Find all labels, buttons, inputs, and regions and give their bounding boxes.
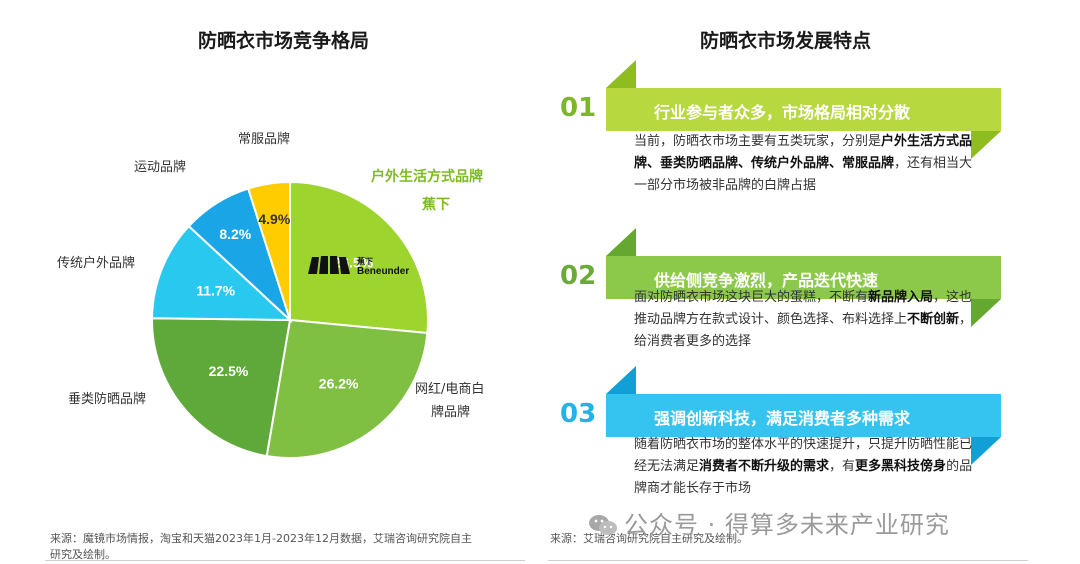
right-source: 来源：艾瑞咨询研究院自主研究及绘制。 <box>550 532 748 545</box>
logo-en: Beneunder <box>357 266 409 277</box>
label-outdoor-lifestyle: 户外生活方式品牌 <box>371 169 483 185</box>
feature-banner-1 <box>606 60 1001 159</box>
pie-slice-1 <box>265 318 429 459</box>
pie-value-label-3: 11.7% <box>196 282 235 298</box>
label-jiaoxia: 蕉下 <box>422 197 450 213</box>
feature-number-3: 03 <box>560 399 597 429</box>
left-source-line-1: 来源：魔镜市场情报，淘宝和天猫2023年1月-2023年12月数据，艾瑞咨询研究… <box>50 532 472 545</box>
label-traditional: 传统户外品牌 <box>57 256 136 271</box>
label-online-white: 网红/电商白 <box>415 382 485 397</box>
feature-title-3: 强调创新科技，满足消费者多种需求 <box>654 409 911 428</box>
pie-value-label-2: 22.5% <box>209 363 249 379</box>
wechat-icon <box>589 515 617 535</box>
feature-number-1: 01 <box>560 93 597 123</box>
pie-slice-2 <box>151 317 292 458</box>
pie-slice-3 <box>150 224 293 322</box>
pie-slice-0 <box>289 180 429 335</box>
pie-chart: 26.5%26.2%22.5%11.7%8.2%4.9% 蕉下 Beneunde… <box>150 180 429 459</box>
feature-title-1: 行业参与者众多，市场格局相对分散 <box>654 103 911 122</box>
feature-banner-2 <box>606 228 1001 327</box>
feature-title-2: 供给侧竞争激烈，产品迭代快速 <box>654 271 879 290</box>
features-title: 防晒衣市场发展特点 <box>700 30 872 52</box>
feature-desc-2: 面对防晒衣市场这块巨大的蛋糕，不断有新品牌入局，这也推动品牌方在款式设计、颜色选… <box>634 290 973 349</box>
watermark: 公众号 · 得算多未来产业研究 <box>588 505 950 540</box>
feature-desc-1: 当前，防晒衣市场主要有五类玩家，分别是户外生活方式品牌、垂类防晒品牌、传统户外品… <box>634 134 973 193</box>
pie-slice-5 <box>246 180 291 321</box>
feature-desc-3: 随着防晒衣市场的整体水平的快速提升，只提升防晒性能已经无法满足消费者不断升级的需… <box>634 437 973 496</box>
pie-value-label-1: 26.2% <box>319 376 359 392</box>
feature-number-2: 02 <box>560 261 597 291</box>
beneunder-logo: 蕉下 Beneunder <box>308 256 409 277</box>
pie-value-label-4: 8.2% <box>219 226 251 242</box>
logo-cn: 蕉下 <box>357 256 373 266</box>
label-casual: 常服品牌 <box>238 132 291 147</box>
label-vertical: 垂类防晒品牌 <box>68 392 147 407</box>
feature-banner-3 <box>606 366 1001 465</box>
left-divider <box>45 560 525 561</box>
right-divider <box>548 560 1028 561</box>
left-source-line-2: 研究及绘制。 <box>50 548 116 561</box>
watermark-text: 公众号 · 得算多未来产业研究 <box>624 511 950 539</box>
pie-value-label-5: 4.9% <box>258 211 290 227</box>
chart-title: 防晒衣市场竞争格局 <box>198 30 370 52</box>
label-sports: 运动品牌 <box>134 160 187 175</box>
left-source: 来源：魔镜市场情报，淘宝和天猫2023年1月-2023年12月数据，艾瑞咨询研究… <box>50 531 530 563</box>
label-online-white-2: 牌品牌 <box>431 405 471 420</box>
